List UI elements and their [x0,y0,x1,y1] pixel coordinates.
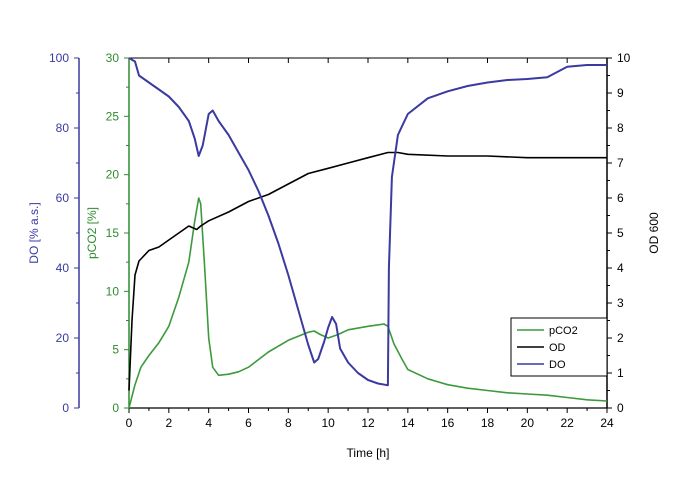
x-tick-label: 6 [245,416,252,430]
y-tick-label-od: 7 [617,156,624,170]
y-tick-label-do: 0 [62,401,69,415]
y-axis-title-od: OD 600 [647,212,661,254]
x-tick-label: 4 [205,416,212,430]
y-tick-label-pco2: 5 [112,343,119,357]
y-axis-title-pco2: pCO2 [%] [85,207,99,259]
y-tick-label-do: 60 [56,191,70,205]
y-tick-label-pco2: 25 [106,109,120,123]
x-tick-label: 24 [600,416,614,430]
x-tick-label: 0 [126,416,133,430]
y-tick-label-do: 40 [56,261,70,275]
x-tick-label: 16 [441,416,455,430]
legend: pCO2 OD DO [510,317,608,377]
y-tick-label-do: 20 [56,331,70,345]
x-axis-title: Time [h] [347,446,390,460]
y-tick-label-do: 80 [56,121,70,135]
x-tick-label: 18 [481,416,495,430]
series-layer [128,57,608,409]
x-tick-label: 12 [361,416,375,430]
y-tick-label-od: 2 [617,331,624,345]
y-tick-label-pco2: 30 [106,51,120,65]
series-line-od [128,151,607,391]
legend-label-pco2: pCO2 [549,325,578,337]
series-line-pco2 [128,197,608,409]
y-tick-label-od: 5 [617,226,624,240]
y-tick-label-pco2: 0 [112,401,119,415]
y-tick-label-od: 8 [617,121,624,135]
x-tick-label: 2 [165,416,172,430]
x-tick-label: 22 [560,416,574,430]
y-tick-label-od: 4 [617,261,624,275]
y-tick-label-do: 100 [49,51,69,65]
x-tick-label: 20 [521,416,535,430]
x-tick-label: 10 [321,416,335,430]
legend-label-do: DO [549,359,566,371]
y-tick-label-od: 3 [617,296,624,310]
y-tick-label-od: 9 [617,86,624,100]
y-axis-title-do: DO [% a.s.] [27,202,41,263]
y-tick-label-pco2: 20 [106,168,120,182]
y-tick-label-od: 0 [617,401,624,415]
y-tick-label-pco2: 10 [106,284,120,298]
y-tick-label-pco2: 15 [106,226,120,240]
y-tick-label-od: 6 [617,191,624,205]
y-tick-label-od: 10 [617,51,631,65]
legend-label-od: OD [549,342,566,354]
y-tick-label-od: 1 [617,366,624,380]
x-tick-label: 8 [285,416,292,430]
x-tick-label: 14 [401,416,415,430]
series-line-do [128,57,607,387]
